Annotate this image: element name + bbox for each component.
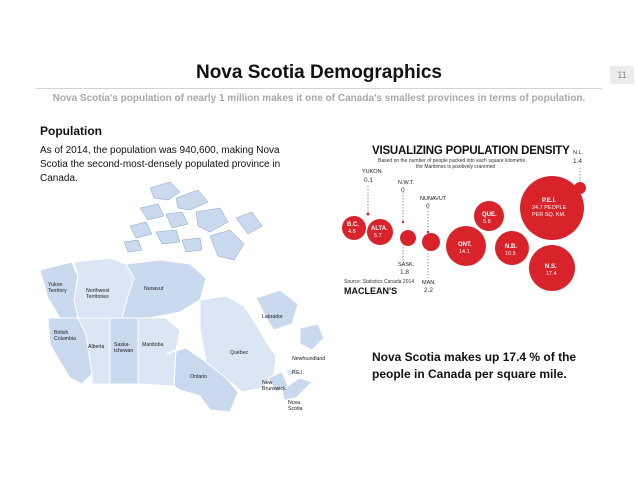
- value-ont: 14.1: [459, 249, 470, 255]
- bubble-man: [422, 233, 440, 251]
- label-alta: ALTA.: [371, 226, 388, 232]
- label-nl: N.L.: [573, 150, 584, 156]
- map-label-sask-2: tchewan: [114, 348, 133, 354]
- label-nb: N.B.: [505, 244, 517, 250]
- map-label-ontario: Ontario: [190, 374, 207, 380]
- value-bc: 4.8: [348, 229, 356, 235]
- map-label-ns: Nova: [288, 400, 300, 406]
- value-nl: 1.4: [573, 158, 582, 165]
- infographic-sub-1: Based on the number of people packed int…: [378, 158, 527, 164]
- population-body: As of 2014, the population was 940,600, …: [40, 145, 281, 184]
- map-label-nwt: Northwest: [86, 288, 110, 294]
- label-ns: N.S.: [545, 264, 557, 270]
- map-label-yukon: Yukon: [48, 282, 63, 288]
- map-label-yukon-2: Territory: [48, 288, 67, 294]
- map-label-sask: Saska-: [114, 342, 130, 348]
- label-que: QUE.: [482, 212, 497, 218]
- label-nwt: N.W.T.: [398, 180, 415, 186]
- outer-labels: YUKON 0.1 N.W.T. 0 NUNAVUT 0 N.L. 1.4 SA…: [362, 150, 584, 294]
- slide-title: Nova Scotia Demographics: [195, 62, 443, 83]
- bubble-pei: [520, 176, 584, 240]
- bubble-nwt: [401, 220, 405, 224]
- value-man: 2.2: [424, 287, 433, 294]
- value-yukon: 0.1: [364, 177, 373, 184]
- newfoundland-region: [299, 323, 325, 351]
- label-bc: B.C.: [347, 222, 359, 228]
- title-divider: [36, 88, 602, 89]
- infographic-title: VISUALIZING POPULATION DENSITY: [372, 145, 570, 157]
- label-nunavut: NUNAVUT: [420, 196, 447, 202]
- infographic-source: Source: Statistics Canada 2014: [344, 279, 414, 285]
- map-label-nunavut: Nunavut: [144, 286, 164, 292]
- page-number: 11: [610, 66, 634, 84]
- ns-region: [281, 377, 313, 401]
- bubble-sask: [400, 230, 416, 246]
- bubble-bc: [342, 216, 366, 240]
- map-label-manitoba: Manitoba: [142, 342, 163, 348]
- bubble-yukon: [366, 212, 370, 216]
- population-heading: Population: [40, 124, 102, 138]
- value-nunavut: 0: [426, 203, 430, 210]
- ontario-region: [165, 347, 239, 413]
- value-nwt: 0: [401, 187, 405, 194]
- label-pei: P.E.I.: [542, 198, 556, 204]
- quebec-region: [199, 295, 277, 393]
- map-label-ns-2: Scotia: [288, 406, 303, 412]
- label-yukon: YUKON: [362, 169, 382, 175]
- value-ns: 17.4: [546, 271, 557, 277]
- map-label-bc-2: Columbia: [54, 336, 76, 342]
- pei-region: [285, 367, 299, 377]
- value-pei-unit: PER SQ. KM.: [532, 212, 566, 218]
- map-label-nwt-2: Territories: [86, 294, 109, 300]
- bubble-ns: [529, 245, 575, 291]
- bubble-alta: [367, 219, 393, 245]
- bubble-que: [474, 201, 504, 231]
- leader-lines: [367, 168, 581, 278]
- arctic-islands: [123, 181, 263, 261]
- map-labels: Yukon Territory Northwest Territories Nu…: [48, 282, 325, 412]
- map-label-labrador: Labrador: [262, 314, 283, 320]
- inner-labels: B.C. 4.8 ALTA. 5.7 ONT. 14.1 QUE. 5.8 N.…: [347, 198, 567, 277]
- value-pei: 24.7 PEOPLE: [532, 205, 567, 211]
- bubble-nb: [495, 231, 529, 265]
- label-man: MAN.: [422, 280, 436, 286]
- labrador-region: [255, 289, 299, 331]
- nunavut-region: [121, 259, 207, 319]
- map-label-alberta: Alberta: [88, 344, 105, 350]
- value-sask: 1.8: [400, 269, 409, 276]
- map-label-quebec: Québec: [230, 350, 249, 356]
- bubble-ont: [446, 226, 486, 266]
- canada-map: Yukon Territory Northwest Territories Nu…: [39, 181, 325, 413]
- density-bubbles: [342, 176, 586, 291]
- macleans-brand: MACLEAN'S: [344, 286, 397, 296]
- map-label-nb-2: Brunswick: [262, 386, 286, 392]
- map-label-newfoundland: Newfoundland: [292, 356, 325, 362]
- infographic-sub-2: the Maritimes is positively crammed: [416, 164, 495, 170]
- bubble-nunavut: [426, 230, 430, 234]
- value-nb: 10.5: [505, 251, 516, 257]
- label-ont: ONT.: [458, 242, 472, 248]
- slide-subtitle: Nova Scotia's population of nearly 1 mil…: [52, 93, 586, 104]
- density-infographic: VISUALIZING POPULATION DENSITY Based on …: [342, 145, 586, 296]
- value-que: 5.8: [483, 219, 491, 225]
- map-label-bc: British: [54, 330, 69, 336]
- density-note: Nova Scotia makes up 17.4 % of the peopl…: [372, 350, 577, 381]
- label-sask: SASK.: [398, 262, 415, 268]
- value-alta: 5.7: [374, 233, 382, 239]
- provinces: [39, 257, 325, 413]
- map-label-pei: P.E.I.: [292, 370, 304, 376]
- map-label-nb: New: [262, 380, 273, 386]
